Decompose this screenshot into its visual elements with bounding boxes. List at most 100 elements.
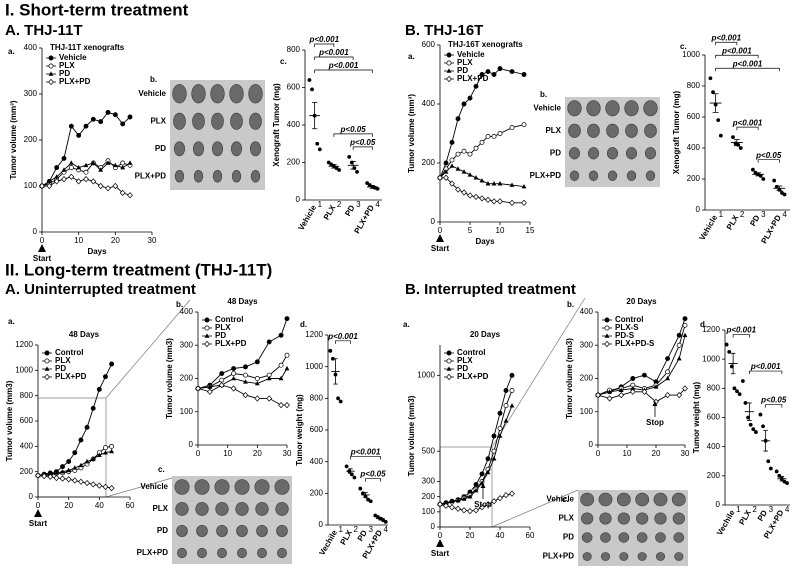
data-point <box>521 72 527 77</box>
panel-label: c. <box>562 495 569 504</box>
data-point <box>96 482 103 489</box>
data-point <box>629 388 636 395</box>
tumor <box>587 123 600 138</box>
data-point <box>473 145 479 151</box>
data-point <box>243 372 248 378</box>
legend-marker <box>204 317 210 323</box>
data-point <box>664 392 671 399</box>
data-point <box>278 375 284 381</box>
data-point <box>449 504 455 511</box>
data-point <box>61 155 67 161</box>
tumor <box>624 100 639 117</box>
data-point <box>738 146 743 150</box>
tumor <box>618 532 630 543</box>
data-point <box>665 356 671 361</box>
data-point <box>41 472 48 480</box>
legend-marker <box>204 325 210 331</box>
data-point <box>485 501 491 508</box>
data-point <box>53 178 60 185</box>
data-point <box>521 199 527 206</box>
y-tick-label: 1200 <box>15 340 33 349</box>
data-point <box>218 382 225 389</box>
tumor <box>275 502 289 516</box>
legend-marker <box>446 68 452 73</box>
tumor <box>619 552 629 561</box>
group-id: 1 <box>736 505 741 514</box>
data-point <box>740 379 745 383</box>
y-tick-label: 0 <box>696 205 701 214</box>
data-point <box>461 169 467 174</box>
tumor <box>588 147 599 160</box>
zoom-line <box>105 299 191 399</box>
y-tick-label: 200 <box>580 374 594 383</box>
y-tick-label: 100 <box>180 407 194 416</box>
error-bar <box>363 492 368 498</box>
data-point <box>68 123 74 129</box>
data-point <box>72 465 78 470</box>
data-point <box>509 490 515 497</box>
data-point <box>503 403 509 409</box>
data-point <box>461 148 467 154</box>
data-point <box>96 386 102 392</box>
data-point <box>284 365 290 371</box>
data-point <box>75 178 82 185</box>
data-point <box>105 185 111 192</box>
x-tick-label: 10 <box>74 236 83 245</box>
p-value: p<0.05 <box>760 396 787 405</box>
error-bar <box>755 172 762 177</box>
data-point <box>338 399 343 404</box>
data-point <box>60 469 65 474</box>
data-point <box>72 450 78 456</box>
data-point <box>103 374 108 380</box>
comparison-bracket <box>765 404 783 408</box>
group-id: 4 <box>782 210 787 219</box>
data-point <box>676 392 683 399</box>
y-tick-label: 100 <box>580 407 594 416</box>
error-bar <box>733 139 740 147</box>
data-point <box>78 462 84 468</box>
x-tick-label: 40 <box>496 531 505 540</box>
data-point <box>473 488 479 493</box>
legend-label: Control <box>55 348 83 357</box>
panel-heading: B. Interrupted treatment <box>405 281 576 298</box>
group-id: 4 <box>384 525 389 534</box>
y-tick-label: 400 <box>287 120 301 129</box>
group-id: 1 <box>318 200 323 209</box>
legend-marker <box>44 358 50 364</box>
start-label: Start <box>431 549 450 558</box>
data-point <box>231 366 237 371</box>
group-id: 2 <box>740 210 745 219</box>
data-point <box>653 384 659 389</box>
y-tick-label: 0 <box>29 492 34 501</box>
tumor <box>569 147 580 160</box>
legend-marker <box>44 350 50 356</box>
panel-label: d. <box>300 320 307 329</box>
error-bar <box>712 93 719 113</box>
x-tick-label: 60 <box>526 531 535 540</box>
row-label: PLX+PD <box>543 552 575 561</box>
y-tick-label: 200 <box>310 488 324 497</box>
x-tick-label: PD <box>756 508 769 522</box>
data-point <box>479 139 485 145</box>
section-heading: II. Long-term treatment (THJ-11T) <box>5 260 272 279</box>
legend-marker <box>604 317 610 323</box>
data-point <box>768 466 773 471</box>
data-point <box>347 154 352 159</box>
p-value: p<0.001 <box>710 33 741 42</box>
start-arrow <box>436 234 444 242</box>
group-id: 2 <box>337 200 342 209</box>
data-point <box>97 182 104 190</box>
data-point <box>503 418 509 423</box>
data-point <box>595 392 601 399</box>
tumor <box>274 479 290 495</box>
data-point <box>455 116 461 122</box>
data-point <box>443 174 449 181</box>
x-tick-label: PD <box>748 213 761 227</box>
y-tick-label: 1000 <box>15 365 33 374</box>
chart-title: 48 Days <box>69 330 100 339</box>
data-point <box>46 178 52 184</box>
y-tick-label: 600 <box>310 425 324 434</box>
legend-marker <box>446 52 452 58</box>
start-arrow <box>436 539 444 547</box>
tumor <box>600 552 611 561</box>
